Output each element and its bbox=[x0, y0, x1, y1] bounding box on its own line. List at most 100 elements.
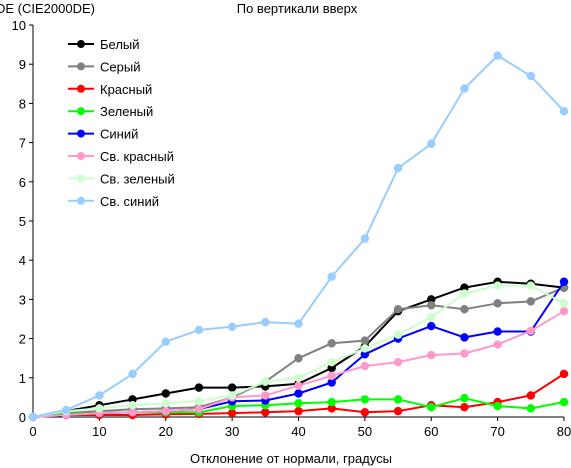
y-tick-label: 10 bbox=[12, 18, 26, 33]
data-point bbox=[128, 408, 137, 417]
y-tick-label: 0 bbox=[19, 410, 26, 425]
data-point bbox=[526, 71, 536, 81]
legend-label: Св. красный bbox=[100, 149, 174, 164]
x-tick-label: 60 bbox=[424, 424, 438, 439]
data-point bbox=[427, 402, 436, 412]
data-point bbox=[261, 391, 270, 400]
data-point bbox=[227, 322, 237, 332]
x-tick-label: 80 bbox=[557, 424, 571, 439]
y-tick-label: 5 bbox=[19, 214, 26, 229]
data-point bbox=[360, 408, 370, 417]
data-point bbox=[559, 369, 569, 379]
data-point bbox=[128, 369, 137, 379]
data-point bbox=[327, 272, 336, 281]
data-point bbox=[360, 336, 370, 345]
legend-label: Белый bbox=[100, 37, 140, 52]
axes: 0 1 2 3 4 5 6 7 8 9 10 0 10 20 30 40 50 60 70 80 bbox=[12, 18, 571, 439]
data-point bbox=[161, 399, 170, 408]
data-point bbox=[227, 391, 237, 400]
legend-label: Синий bbox=[100, 127, 138, 142]
legend-item: Серый bbox=[68, 59, 140, 74]
data-point bbox=[427, 139, 436, 149]
data-point bbox=[559, 306, 569, 316]
data-point bbox=[194, 404, 204, 414]
data-point bbox=[227, 383, 237, 392]
data-point bbox=[460, 402, 469, 412]
legend-label: Зеленый bbox=[100, 104, 153, 119]
data-point bbox=[427, 321, 436, 331]
x-axis-label: Отклонение от нормали, градусы bbox=[190, 451, 392, 466]
legend-swatch-marker bbox=[77, 152, 85, 160]
data-point bbox=[393, 357, 403, 367]
data-point bbox=[393, 304, 403, 314]
legend-swatch-marker bbox=[77, 196, 85, 205]
y-tick-label: 3 bbox=[19, 292, 26, 307]
data-point bbox=[294, 353, 303, 363]
data-point bbox=[327, 357, 336, 367]
data-point bbox=[294, 389, 303, 398]
legend-item: Зеленый bbox=[68, 104, 153, 119]
data-point bbox=[493, 299, 502, 308]
legend-item: Синий bbox=[68, 127, 138, 142]
data-point bbox=[95, 391, 104, 400]
x-tick-label: 70 bbox=[490, 424, 504, 439]
legend-swatch-marker bbox=[77, 40, 85, 48]
data-point bbox=[227, 408, 237, 418]
data-point bbox=[360, 361, 370, 371]
y-tick-label: 1 bbox=[19, 371, 26, 386]
data-point bbox=[526, 326, 536, 336]
data-point bbox=[327, 339, 336, 348]
y-tick-label: 4 bbox=[19, 253, 26, 268]
data-point bbox=[360, 344, 370, 353]
legend-label: Св. зеленый bbox=[100, 171, 175, 186]
series-6 bbox=[28, 306, 569, 422]
data-point bbox=[559, 277, 569, 287]
data-point bbox=[128, 400, 137, 410]
data-point bbox=[28, 412, 38, 422]
data-point bbox=[261, 408, 270, 417]
data-point bbox=[194, 383, 204, 392]
data-point bbox=[393, 406, 403, 416]
data-point bbox=[427, 350, 436, 360]
legend-swatch-marker bbox=[77, 84, 85, 93]
y-axis-label: DE (CIE2000DE) bbox=[0, 1, 95, 16]
data-point bbox=[393, 395, 403, 404]
data-point bbox=[294, 373, 303, 383]
data-point bbox=[261, 377, 270, 386]
y-tick-label: 9 bbox=[19, 57, 26, 72]
data-point bbox=[294, 399, 303, 408]
data-point bbox=[526, 391, 536, 400]
y-tick-label: 6 bbox=[19, 175, 26, 190]
data-point bbox=[460, 289, 469, 298]
data-point bbox=[559, 106, 569, 116]
series-8 bbox=[28, 51, 569, 422]
data-point bbox=[427, 312, 436, 322]
legend-swatch-marker bbox=[77, 129, 85, 138]
data-point bbox=[526, 297, 536, 306]
data-point bbox=[261, 317, 270, 327]
data-point bbox=[61, 405, 71, 415]
data-point bbox=[161, 389, 170, 398]
x-tick-label: 10 bbox=[92, 424, 106, 439]
data-point bbox=[194, 325, 204, 335]
data-point bbox=[327, 397, 336, 407]
x-tick-label: 50 bbox=[358, 424, 372, 439]
data-point bbox=[393, 330, 403, 339]
data-point bbox=[95, 404, 104, 413]
x-tick-label: 30 bbox=[225, 424, 239, 439]
data-point bbox=[194, 397, 204, 406]
data-point bbox=[493, 327, 502, 336]
legend-swatch-marker bbox=[77, 107, 85, 116]
data-point bbox=[493, 281, 502, 290]
legend-swatch-marker bbox=[77, 174, 85, 183]
data-point bbox=[393, 163, 403, 173]
y-tick-label: 8 bbox=[19, 96, 26, 111]
data-point bbox=[526, 404, 536, 413]
data-point bbox=[460, 84, 469, 93]
data-point bbox=[526, 281, 536, 290]
data-point bbox=[360, 395, 370, 404]
data-point bbox=[427, 301, 436, 310]
data-point bbox=[460, 304, 469, 314]
legend-item: Белый bbox=[68, 37, 140, 52]
legend-label: Красный bbox=[100, 82, 152, 97]
